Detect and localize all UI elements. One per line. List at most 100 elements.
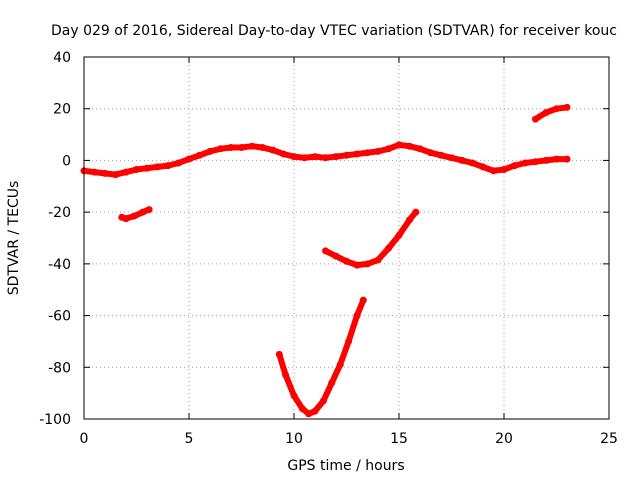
- data-point: [311, 153, 319, 161]
- data-point: [511, 162, 518, 170]
- data-point: [427, 149, 434, 157]
- data-point: [185, 155, 193, 163]
- data-point: [275, 350, 283, 358]
- series-group: [80, 103, 571, 418]
- x-tick-label: 0: [80, 431, 89, 447]
- y-tick-label: -20: [48, 205, 71, 221]
- data-point: [332, 153, 340, 161]
- y-axis-label: SDTVAR / TECUs: [6, 181, 22, 296]
- data-point: [145, 206, 153, 214]
- data-point: [542, 156, 550, 164]
- data-point: [490, 167, 497, 175]
- data-point: [164, 162, 172, 170]
- y-tick-label: -60: [48, 309, 71, 325]
- data-point: [282, 371, 290, 379]
- data-point: [353, 150, 361, 158]
- data-point: [301, 154, 308, 162]
- data-point: [521, 159, 529, 167]
- data-point: [364, 260, 371, 268]
- y-tick-label: 20: [53, 102, 71, 118]
- x-axis-label: GPS time / hours: [287, 458, 404, 474]
- data-point: [374, 256, 382, 264]
- data-point: [319, 397, 327, 405]
- data-point: [416, 145, 424, 153]
- x-tick-label: 20: [495, 431, 513, 447]
- x-tick-label: 15: [390, 431, 408, 447]
- data-point: [112, 171, 119, 179]
- data-point: [139, 208, 147, 216]
- data-point: [343, 257, 350, 265]
- data-point: [479, 163, 487, 171]
- data-point: [412, 208, 420, 216]
- data-point: [101, 169, 109, 177]
- tick-labels: 0 5 10 15 20 25 -100 -80 -60 -40 -20 0 20 40: [39, 50, 618, 447]
- data-point: [298, 405, 306, 413]
- data-point: [290, 153, 298, 161]
- data-point: [385, 244, 392, 252]
- data-point: [259, 144, 266, 151]
- data-point: [290, 392, 298, 400]
- data-point: [280, 150, 287, 158]
- data-point: [448, 154, 455, 162]
- plot-frame: [83, 56, 610, 420]
- data-point: [175, 159, 182, 167]
- data-point: [143, 164, 151, 172]
- data-point: [122, 215, 130, 223]
- data-point: [532, 115, 539, 123]
- data-point: [328, 379, 336, 387]
- data-point: [196, 151, 203, 159]
- y-tick-label: -40: [48, 257, 71, 273]
- grid: [84, 57, 609, 419]
- series-segment-4: [532, 104, 570, 123]
- x-tick-label: 10: [285, 431, 303, 447]
- data-point: [563, 103, 571, 111]
- data-point: [542, 109, 550, 117]
- data-point: [305, 410, 313, 418]
- data-point: [353, 312, 361, 320]
- chart-title: Day 029 of 2016, Sidereal Day-to-day VTE…: [51, 23, 617, 39]
- y-tick-label: -100: [39, 412, 71, 428]
- data-point: [364, 149, 371, 157]
- data-point: [469, 159, 476, 167]
- data-point: [322, 247, 329, 255]
- data-point: [353, 261, 361, 269]
- data-point: [343, 151, 350, 159]
- data-point: [406, 142, 413, 150]
- x-tick-label: 5: [185, 431, 194, 447]
- data-point: [311, 407, 319, 415]
- series-segment-2: [276, 297, 367, 417]
- data-point: [217, 145, 224, 153]
- data-point: [336, 361, 344, 369]
- series-segment-3: [322, 209, 419, 269]
- data-point: [500, 166, 508, 173]
- data-point: [553, 105, 560, 113]
- data-point: [458, 156, 466, 164]
- data-point: [238, 144, 245, 151]
- data-point: [563, 155, 571, 163]
- y-tick-label: 0: [62, 153, 71, 169]
- data-point: [395, 141, 403, 149]
- data-point: [130, 212, 138, 220]
- ticks: [83, 56, 610, 420]
- data-point: [374, 147, 382, 155]
- data-point: [206, 147, 214, 155]
- y-tick-label: -80: [48, 360, 71, 376]
- data-point: [91, 168, 98, 176]
- data-point: [154, 163, 161, 171]
- data-point: [322, 154, 329, 162]
- data-point: [269, 146, 277, 154]
- data-point: [359, 296, 367, 304]
- data-point: [395, 231, 403, 239]
- data-point: [406, 216, 413, 224]
- data-point: [345, 337, 353, 345]
- data-point: [385, 145, 392, 153]
- x-tick-label: 25: [600, 431, 618, 447]
- data-point: [553, 155, 560, 163]
- data-point: [332, 252, 340, 260]
- data-point: [437, 151, 445, 159]
- data-point: [248, 142, 256, 150]
- y-tick-label: 40: [53, 50, 71, 66]
- data-point: [532, 158, 539, 166]
- data-point: [133, 166, 140, 173]
